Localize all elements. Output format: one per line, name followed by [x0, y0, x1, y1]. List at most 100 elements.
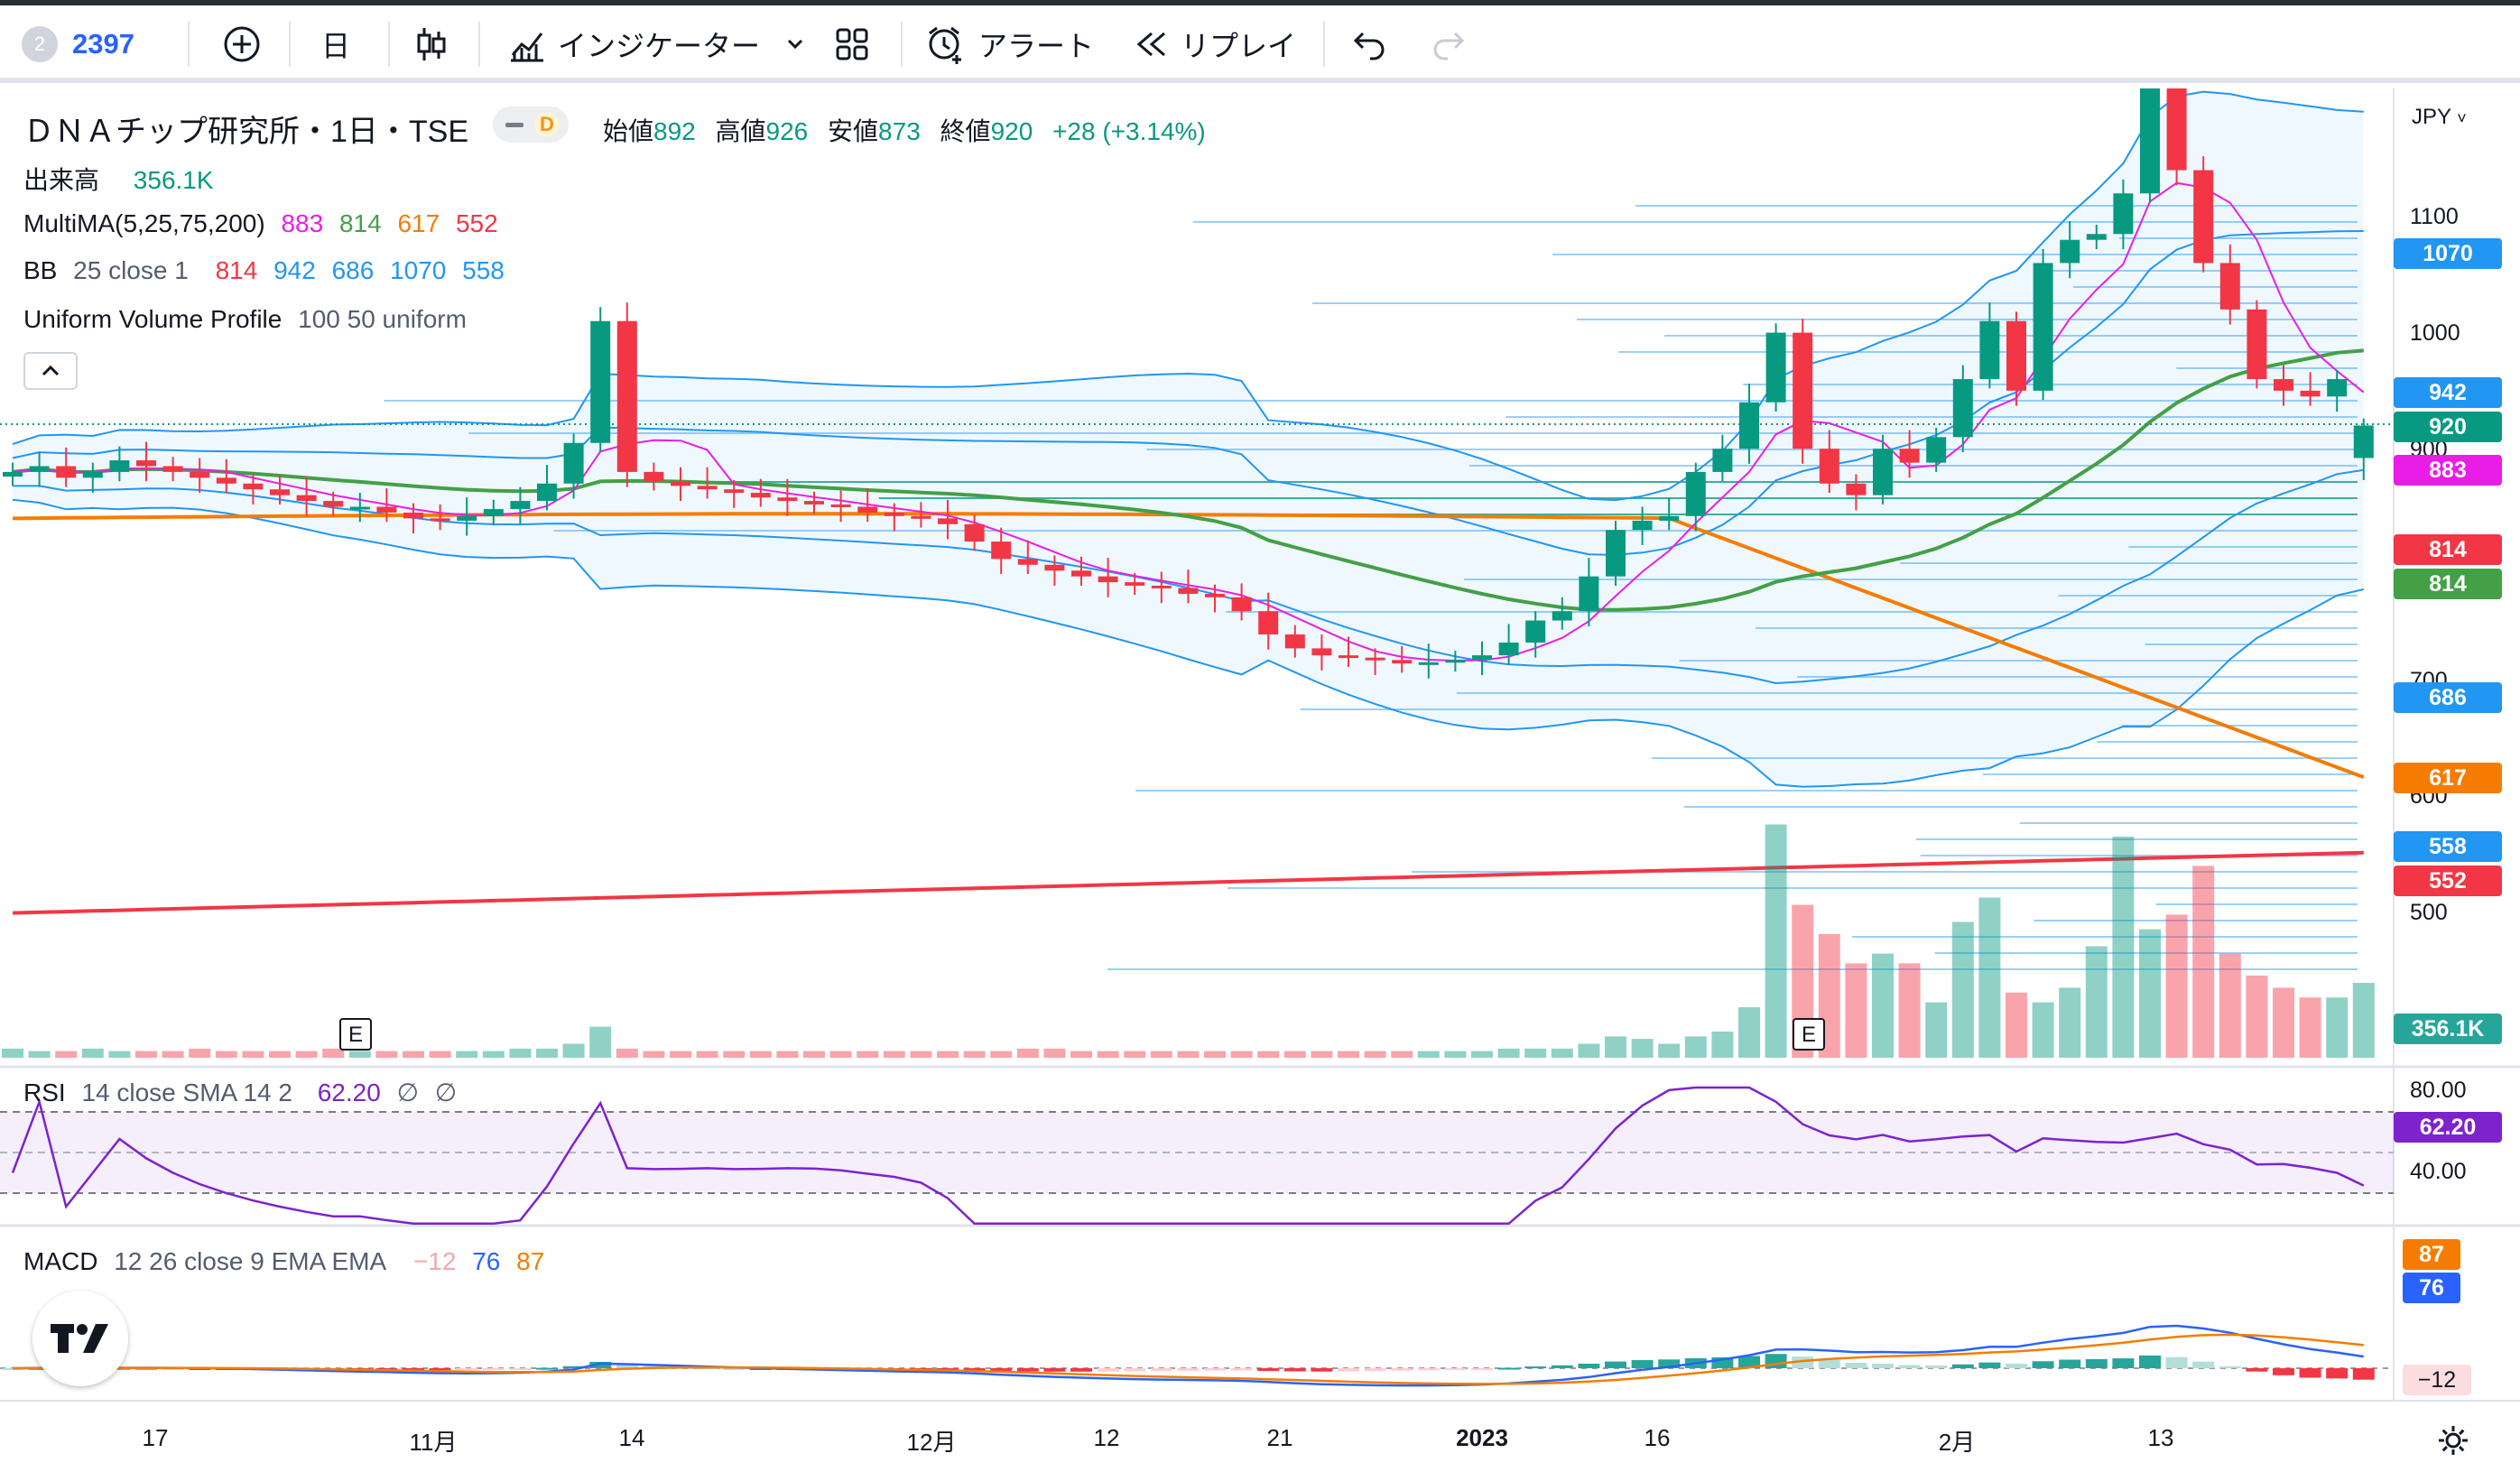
- replay-button[interactable]: リプレイ: [1134, 5, 1296, 83]
- candle-body[interactable]: [376, 506, 397, 513]
- candle-body[interactable]: [2033, 263, 2053, 391]
- candle-body[interactable]: [3, 471, 23, 477]
- candle-body[interactable]: [162, 466, 183, 472]
- chart-canvas[interactable]: [0, 88, 2520, 1472]
- candle-body[interactable]: [1258, 611, 1279, 634]
- candle-body[interactable]: [1793, 332, 1813, 449]
- candle-body[interactable]: [349, 506, 370, 510]
- candle-body[interactable]: [1017, 559, 1038, 565]
- candle-body[interactable]: [1339, 655, 1358, 659]
- candle-body[interactable]: [537, 483, 557, 502]
- candle-body[interactable]: [1819, 449, 1839, 484]
- candle-body[interactable]: [1071, 570, 1091, 577]
- earnings-badge[interactable]: E: [1793, 1018, 1825, 1051]
- candle-body[interactable]: [136, 460, 156, 467]
- candle-body[interactable]: [2327, 379, 2348, 397]
- candle-body[interactable]: [1498, 642, 1519, 656]
- candle-body[interactable]: [724, 489, 745, 494]
- candle-body[interactable]: [2247, 309, 2267, 380]
- candle-body[interactable]: [1899, 449, 1920, 463]
- candle-body[interactable]: [671, 481, 690, 486]
- candle-body[interactable]: [483, 509, 504, 516]
- candle-body[interactable]: [243, 483, 264, 490]
- chevron-down-icon[interactable]: [783, 35, 807, 53]
- candle-body[interactable]: [697, 486, 718, 490]
- candle-body[interactable]: [2006, 320, 2026, 391]
- candle-body[interactable]: [1392, 660, 1413, 664]
- candle-body[interactable]: [1632, 520, 1653, 531]
- candle-body[interactable]: [1284, 634, 1305, 649]
- candle-body[interactable]: [938, 518, 958, 524]
- candle-body[interactable]: [2353, 425, 2374, 458]
- candle-body[interactable]: [1739, 402, 1759, 449]
- alert-button[interactable]: アラート: [924, 5, 1094, 83]
- chart-type-button[interactable]: [413, 5, 449, 83]
- candle-body[interactable]: [2166, 88, 2187, 171]
- candles[interactable]: [3, 88, 2374, 679]
- candle-body[interactable]: [804, 501, 824, 505]
- candle-body[interactable]: [964, 523, 985, 542]
- candle-body[interactable]: [403, 512, 423, 519]
- market-status-pill[interactable]: D: [493, 106, 569, 143]
- candle-body[interactable]: [2140, 88, 2160, 194]
- legend-macd[interactable]: MACD 12 26 close 9 EMA EMA −12 76 87: [23, 1247, 553, 1276]
- candle-body[interactable]: [1606, 530, 1626, 577]
- candle-body[interactable]: [82, 471, 103, 478]
- candle-body[interactable]: [2086, 234, 2107, 240]
- currency-selector[interactable]: JPY ˅: [2412, 105, 2467, 130]
- candle-body[interactable]: [1979, 320, 2000, 380]
- candle-body[interactable]: [644, 471, 664, 482]
- candle-body[interactable]: [56, 466, 77, 478]
- legend-volume[interactable]: 出来高 356.1K: [23, 161, 223, 197]
- candle-body[interactable]: [1952, 379, 1973, 438]
- candle-body[interactable]: [1472, 655, 1492, 661]
- candle-body[interactable]: [1178, 588, 1199, 594]
- candle-body[interactable]: [270, 489, 290, 495]
- candle-body[interactable]: [1579, 576, 1599, 612]
- candle-body[interactable]: [1873, 449, 1893, 495]
- candle-body[interactable]: [1205, 593, 1225, 597]
- candle-body[interactable]: [616, 320, 637, 472]
- candle-body[interactable]: [190, 471, 210, 478]
- candle-body[interactable]: [777, 497, 798, 502]
- candle-body[interactable]: [750, 493, 771, 498]
- templates-button[interactable]: [834, 5, 870, 83]
- symbol-search[interactable]: 2 2397: [22, 5, 134, 83]
- candle-body[interactable]: [590, 320, 611, 443]
- candle-body[interactable]: [2113, 193, 2134, 235]
- candle-body[interactable]: [216, 477, 236, 484]
- legend-multima[interactable]: MultiMA(5,25,75,200) 883 814 617 552: [23, 209, 507, 238]
- candle-body[interactable]: [911, 515, 931, 519]
- candle-body[interactable]: [29, 466, 50, 472]
- legend-rsi[interactable]: RSI 14 close SMA 14 2 62.20 ∅ ∅: [23, 1078, 466, 1107]
- candle-body[interactable]: [1445, 660, 1466, 663]
- candle-body[interactable]: [2193, 170, 2214, 264]
- candle-body[interactable]: [884, 512, 904, 516]
- candle-body[interactable]: [1846, 483, 1867, 495]
- earnings-badge[interactable]: E: [339, 1018, 372, 1051]
- redo-button[interactable]: [1430, 5, 1466, 83]
- chart-title[interactable]: ＤＮＡチップ研究所・1日・TSE: [23, 115, 469, 149]
- candle-body[interactable]: [1712, 449, 1733, 472]
- candle-body[interactable]: [1926, 437, 1947, 463]
- candle-body[interactable]: [457, 515, 477, 521]
- candle-body[interactable]: [1098, 576, 1118, 583]
- chart-settings-button[interactable]: [2435, 1422, 2471, 1463]
- candle-body[interactable]: [430, 518, 450, 522]
- candle-body[interactable]: [296, 495, 317, 502]
- candle-body[interactable]: [1231, 597, 1252, 612]
- candle-body[interactable]: [2274, 379, 2293, 391]
- indicators-button[interactable]: インジケーター: [507, 5, 807, 83]
- candle-body[interactable]: [1765, 332, 1786, 403]
- undo-button[interactable]: [1352, 5, 1388, 83]
- candle-body[interactable]: [1151, 585, 1172, 588]
- candle-body[interactable]: [2219, 263, 2240, 310]
- tradingview-logo[interactable]: [32, 1291, 128, 1386]
- candle-body[interactable]: [510, 501, 531, 510]
- candle-body[interactable]: [830, 504, 851, 507]
- candle-body[interactable]: [1311, 648, 1332, 656]
- interval-button[interactable]: 日: [321, 5, 350, 83]
- candle-body[interactable]: [1365, 657, 1385, 661]
- candle-body[interactable]: [1659, 515, 1680, 521]
- compare-symbol-button[interactable]: [222, 5, 262, 83]
